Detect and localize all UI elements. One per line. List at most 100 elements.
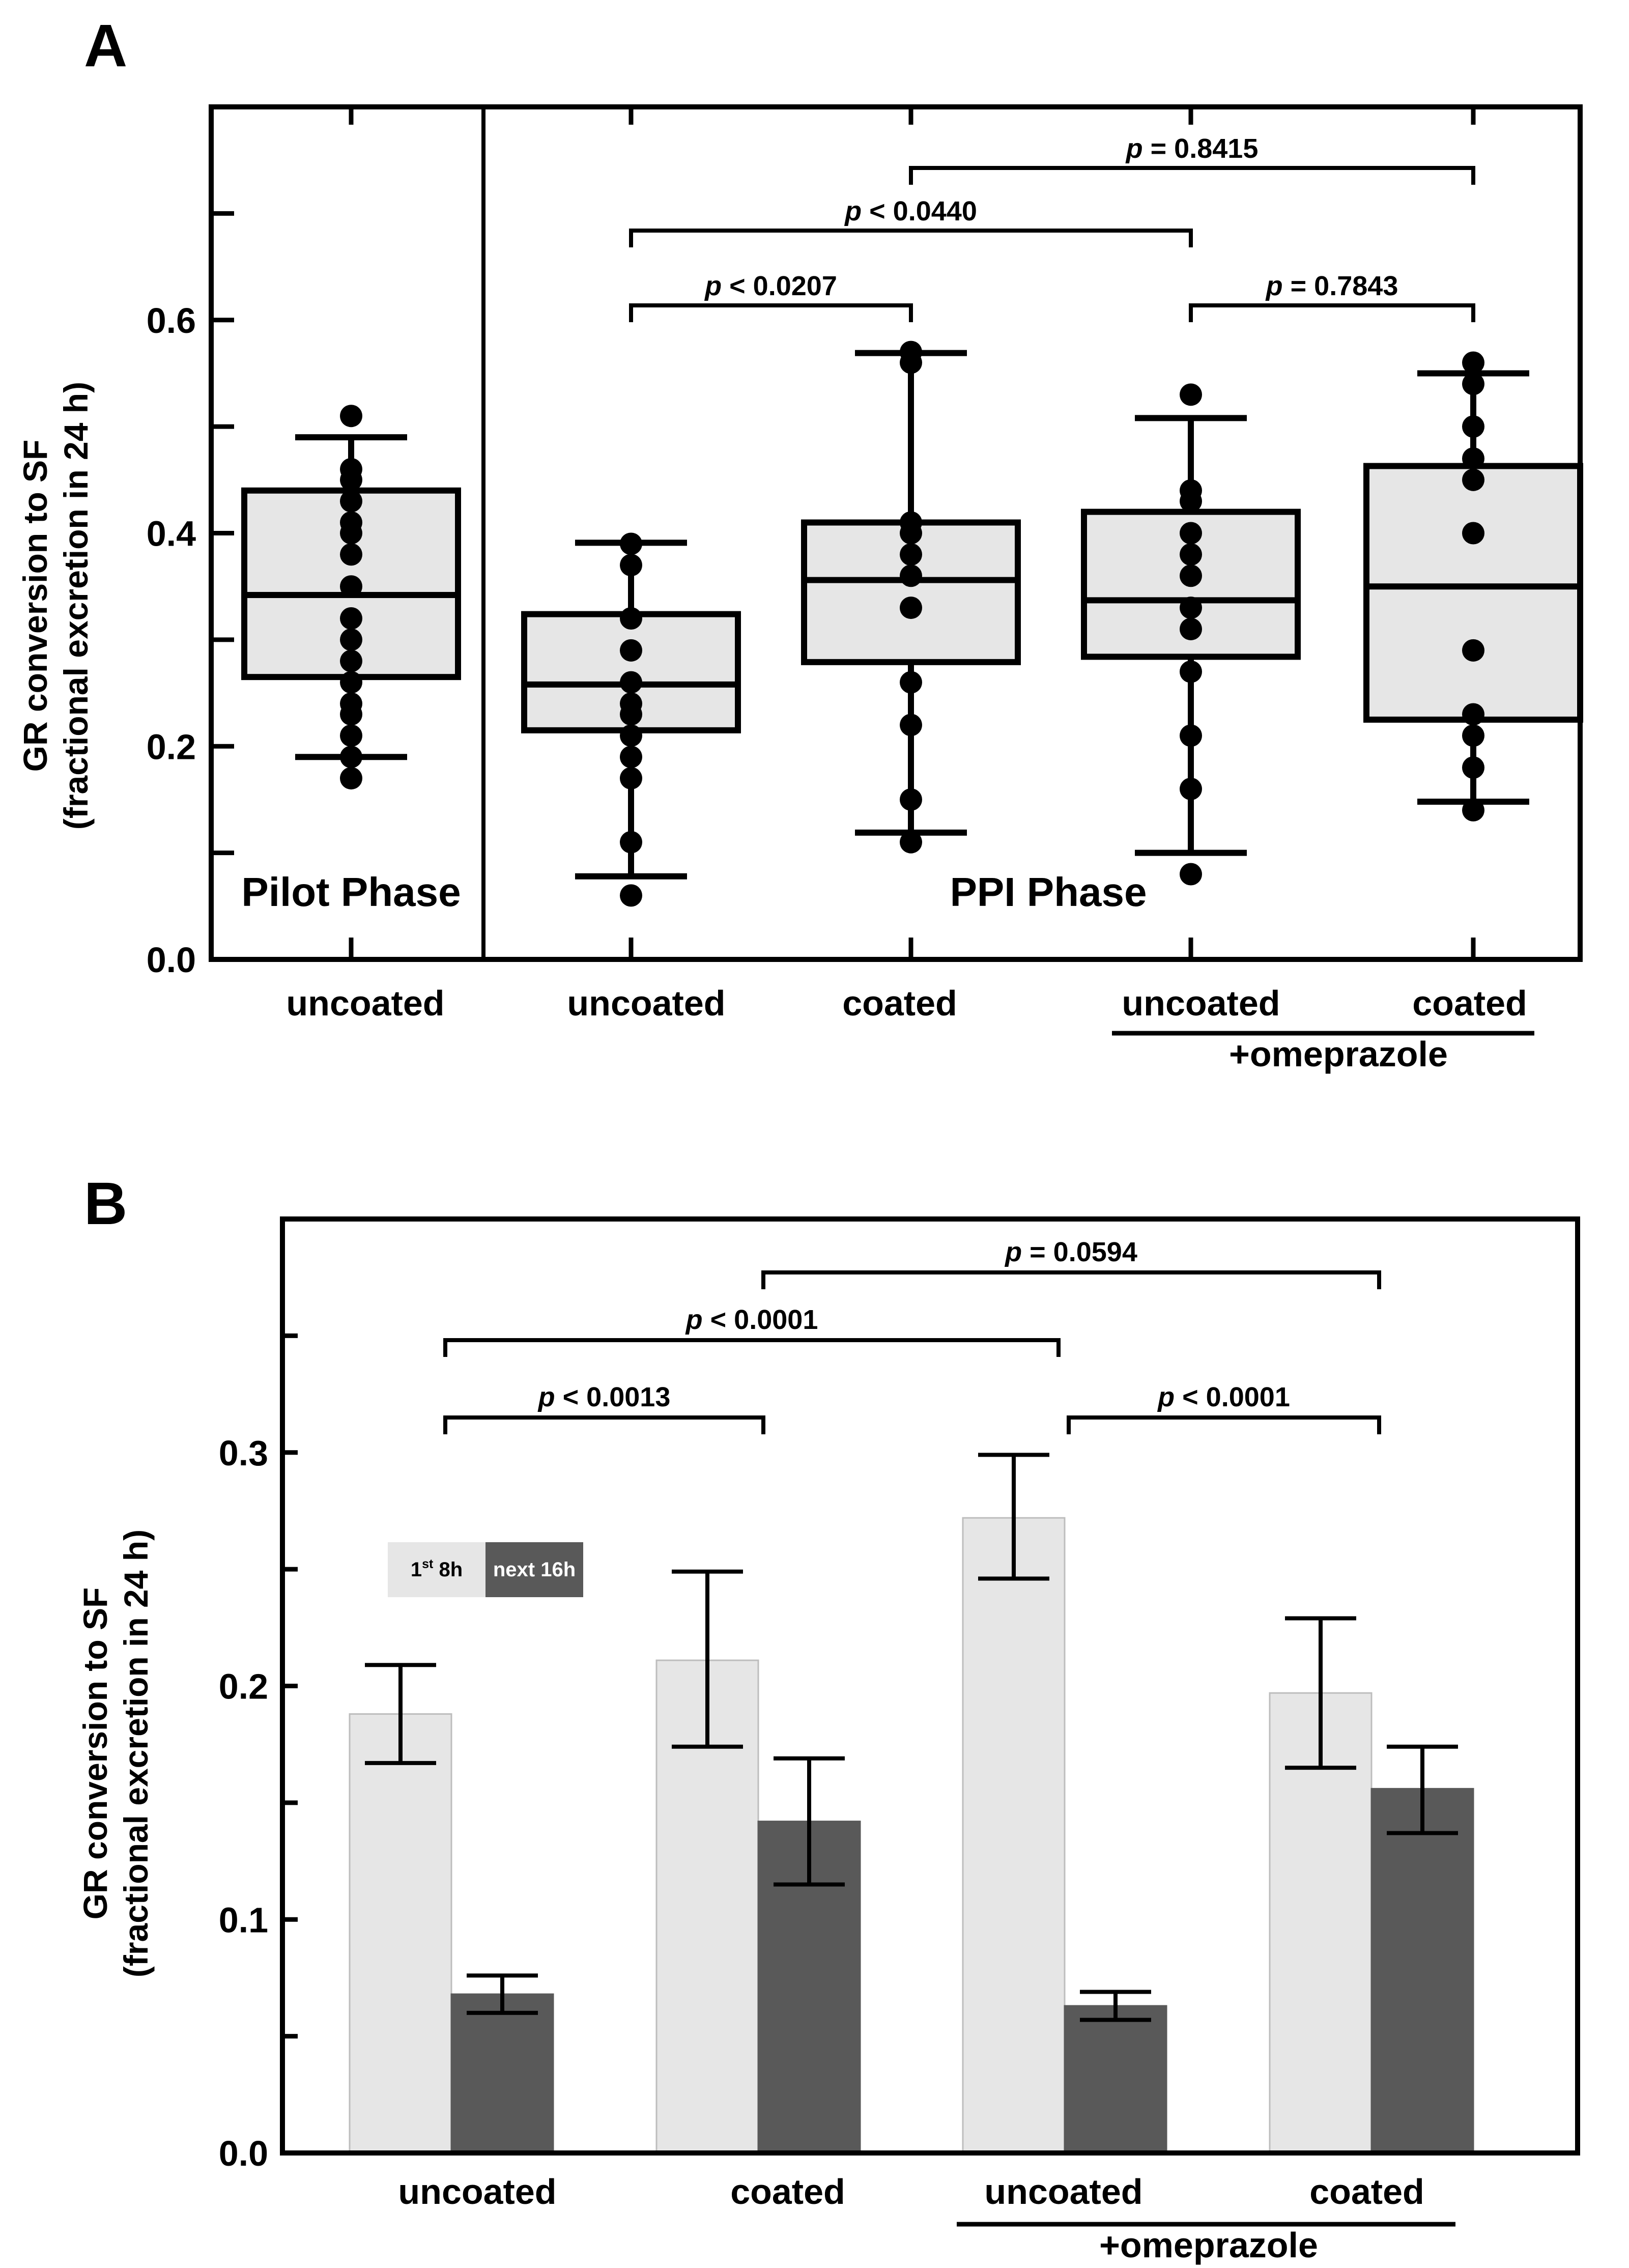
data-point bbox=[900, 831, 922, 854]
data-point bbox=[1462, 724, 1484, 747]
data-point bbox=[340, 607, 362, 630]
bar-first-8h bbox=[962, 1517, 1066, 2154]
panel-b-legend: 1st 8h next 16h bbox=[388, 1542, 583, 1597]
b-category-uncoated-omeprazole: uncoated bbox=[984, 2172, 1142, 2212]
panel-a-comparisons: p < 0.0207 p < 0.0440 p = 0.7843 p = 0.8415 bbox=[629, 133, 1475, 322]
panel-a-points bbox=[340, 341, 1484, 907]
comparison-p-value: p < 0.0001 bbox=[685, 1305, 818, 1335]
data-point bbox=[340, 649, 362, 672]
comparison-p-value: p < 0.0001 bbox=[1157, 1382, 1290, 1412]
a-ytick-label: 0.4 bbox=[147, 514, 196, 554]
data-point bbox=[1180, 617, 1202, 640]
comparison-bracket bbox=[761, 1270, 1381, 1289]
data-point bbox=[340, 522, 362, 545]
panel-b-frame bbox=[280, 1216, 1580, 2156]
panel-a-ylabel-line1: GR conversion to SF bbox=[16, 440, 54, 772]
panel-b-y-ticks: 0.0 0.1 0.2 0.3 bbox=[219, 1333, 298, 2173]
data-point bbox=[1462, 415, 1484, 438]
data-point bbox=[620, 767, 642, 790]
data-point bbox=[340, 468, 362, 491]
data-point bbox=[900, 714, 922, 736]
panel-a: A GR conversion to SF (fractional excret… bbox=[16, 12, 1583, 1074]
panel-b-ylabel-line2: (fractional excretion in 24 h) bbox=[117, 1529, 155, 1977]
data-point bbox=[1180, 660, 1202, 683]
panel-b: B GR conversion to SF (fractional excret… bbox=[76, 1170, 1580, 2265]
a-category-uncoated-omeprazole: uncoated bbox=[1122, 983, 1280, 1023]
data-point bbox=[340, 575, 362, 598]
data-point bbox=[900, 564, 922, 587]
data-point bbox=[900, 522, 922, 545]
a-ytick-label: 0.6 bbox=[147, 301, 196, 341]
panel-a-x-ticks bbox=[349, 107, 1476, 959]
data-point bbox=[900, 597, 922, 619]
a-category-coated-omeprazole: coated bbox=[1412, 983, 1527, 1023]
data-point bbox=[620, 671, 642, 694]
data-point bbox=[1180, 490, 1202, 513]
data-point bbox=[340, 703, 362, 726]
a-omeprazole-label: +omeprazole bbox=[1229, 1034, 1448, 1074]
data-point bbox=[1180, 564, 1202, 587]
panel-b-comparisons: p < 0.0013 p < 0.0001 p < 0.0001 p = 0.0594 bbox=[443, 1237, 1381, 1434]
data-point bbox=[900, 543, 922, 566]
comparison-p-value: p < 0.0440 bbox=[844, 196, 977, 226]
data-point bbox=[900, 671, 922, 694]
a-category-coated: coated bbox=[842, 983, 957, 1023]
data-point bbox=[1462, 799, 1484, 821]
data-point bbox=[620, 554, 642, 577]
panel-b-label: B bbox=[84, 1170, 127, 1237]
data-point bbox=[1180, 597, 1202, 619]
bar-next-16h bbox=[450, 1993, 554, 2154]
b-category-uncoated: uncoated bbox=[398, 2172, 556, 2212]
panel-a-ylabel-line2: (fractional excretion in 24 h) bbox=[57, 382, 95, 830]
comparison-bracket bbox=[1189, 303, 1475, 322]
comparison-bracket bbox=[443, 1338, 1061, 1357]
bar-next-16h bbox=[1370, 1788, 1474, 2154]
panel-b-ylabel-line1: GR conversion to SF bbox=[76, 1587, 114, 1920]
legend-next-16h-label: next 16h bbox=[493, 1558, 576, 1581]
a-category-uncoated-pilot: uncoated bbox=[286, 983, 444, 1023]
bar-next-16h bbox=[1064, 2005, 1167, 2154]
comparison-p-value: p = 0.0594 bbox=[1004, 1237, 1137, 1267]
data-point bbox=[900, 351, 922, 374]
data-point bbox=[1462, 447, 1484, 470]
ppi-phase-label: PPI Phase bbox=[950, 869, 1147, 915]
data-point bbox=[1462, 639, 1484, 662]
data-point bbox=[1180, 522, 1202, 545]
data-point bbox=[620, 607, 642, 630]
data-point bbox=[1462, 522, 1484, 545]
data-point bbox=[340, 671, 362, 694]
panel-a-y-ticks: 0.0 0.2 0.4 0.6 bbox=[147, 211, 234, 980]
data-point bbox=[340, 405, 362, 428]
data-point bbox=[1180, 543, 1202, 566]
a-category-uncoated: uncoated bbox=[567, 983, 725, 1023]
data-point bbox=[620, 746, 642, 769]
box-iqr bbox=[1363, 463, 1583, 723]
data-point bbox=[340, 543, 362, 566]
legend-first-8h-label: 1st 8h bbox=[411, 1557, 463, 1581]
b-ytick-label: 0.0 bbox=[219, 2134, 268, 2173]
data-point bbox=[1180, 383, 1202, 406]
data-point bbox=[340, 628, 362, 651]
data-point bbox=[620, 532, 642, 555]
comparison-bracket bbox=[443, 1415, 765, 1434]
comparison-bracket bbox=[629, 229, 1193, 247]
legend-next-16h-swatch bbox=[485, 1542, 583, 1597]
b-category-coated-omeprazole: coated bbox=[1309, 2172, 1424, 2212]
data-point bbox=[1462, 468, 1484, 491]
data-point bbox=[620, 703, 642, 726]
comparison-p-value: p < 0.0207 bbox=[704, 271, 837, 301]
data-point bbox=[1180, 724, 1202, 747]
data-point bbox=[340, 746, 362, 769]
b-ytick-label: 0.3 bbox=[219, 1433, 268, 1473]
panel-a-label: A bbox=[84, 12, 127, 79]
data-point bbox=[1462, 756, 1484, 779]
comparison-bracket bbox=[1067, 1415, 1381, 1434]
data-point bbox=[1462, 373, 1484, 395]
comparison-p-value: p < 0.0013 bbox=[537, 1382, 671, 1412]
data-point bbox=[620, 884, 642, 907]
data-point bbox=[340, 724, 362, 747]
b-omeprazole-label: +omeprazole bbox=[1099, 2225, 1318, 2265]
b-ytick-label: 0.1 bbox=[219, 1900, 268, 1940]
data-point bbox=[620, 639, 642, 662]
